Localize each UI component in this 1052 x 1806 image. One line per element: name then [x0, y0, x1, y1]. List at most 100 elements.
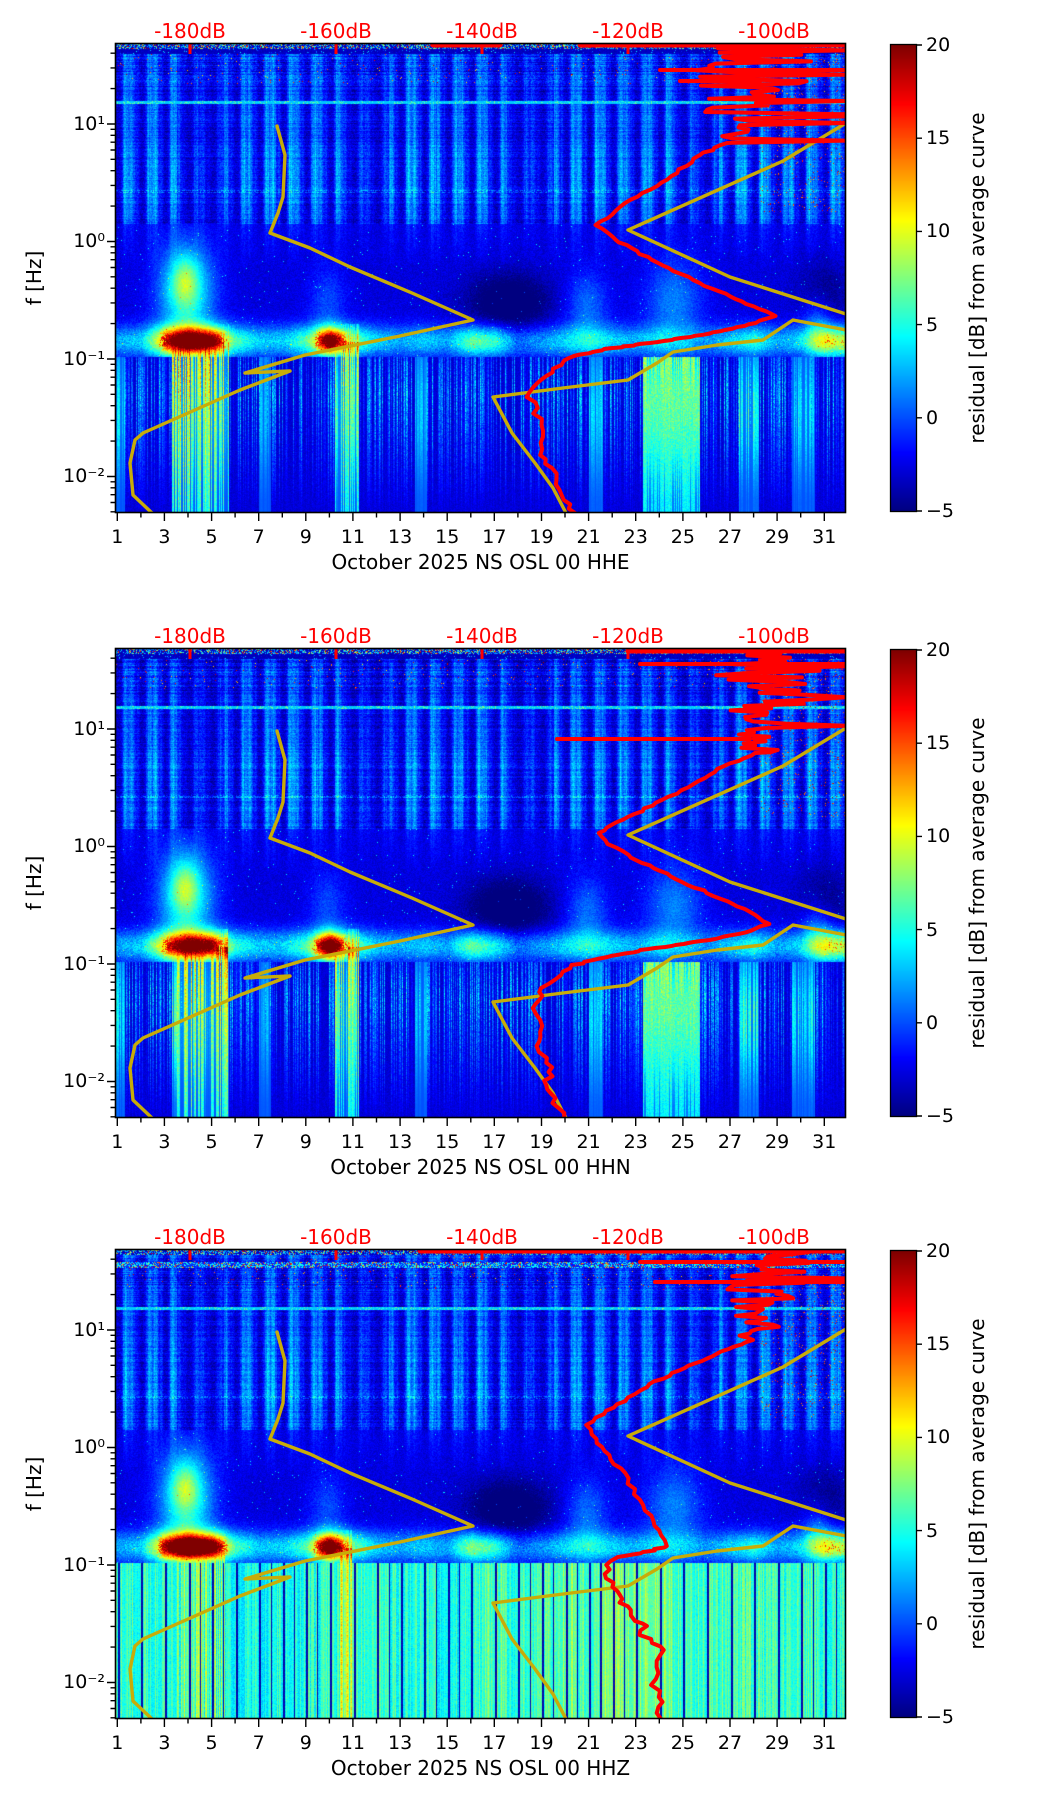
xlabel-hhe: October 2025 NS OSL 00 HHE	[331, 550, 630, 574]
x-tick-label: 25	[670, 526, 695, 548]
colorbar-tick-label: 0	[926, 1011, 939, 1034]
top-axis-tick-label: -100dB	[738, 624, 810, 648]
colorbar-tick-label: 20	[926, 1240, 951, 1262]
x-tick-label: 5	[205, 526, 218, 548]
x-tick-label: 29	[765, 526, 790, 548]
x-tick-label: 31	[812, 1131, 837, 1153]
y-tick-label: 10¹	[73, 112, 105, 135]
x-tick-label: 11	[340, 526, 366, 548]
top-axis-tick-label: -140dB	[446, 624, 518, 648]
x-tick-label: 19	[529, 526, 554, 548]
xlabel-hhn: October 2025 NS OSL 00 HHN	[330, 1155, 631, 1179]
x-tick-label: 15	[435, 526, 460, 548]
colorbar-tick-label: 10	[926, 220, 951, 243]
x-tick-label: 3	[158, 1732, 171, 1754]
colorbar-tick-label: 15	[926, 1333, 951, 1356]
x-tick-label: 13	[387, 1131, 413, 1153]
top-axis-tick-label: -160dB	[300, 19, 372, 43]
colorbar-tick-label: 10	[926, 1426, 951, 1449]
y-tick-label: 10⁻²	[63, 1671, 105, 1694]
x-tick-label: 1	[111, 526, 124, 548]
top-axis-tick-label: -180dB	[154, 624, 226, 648]
colorbar-tick-label: 5	[926, 918, 939, 941]
x-tick-label: 27	[717, 526, 743, 548]
x-tick-label: 23	[623, 1131, 648, 1153]
x-tick-label: 17	[482, 1131, 507, 1153]
top-axis-tick-label: -120dB	[592, 19, 664, 43]
x-tick-label: 25	[670, 1732, 695, 1754]
colorbar-tick-label: −5	[926, 500, 955, 522]
x-tick-label: 3	[158, 526, 171, 548]
colorbar-tick-label: 0	[926, 1612, 939, 1635]
x-tick-label: 1	[111, 1131, 124, 1153]
colorbar-canvas-hhe	[891, 45, 916, 511]
x-tick-label: 21	[576, 1131, 601, 1153]
y-tick-label: 10⁻¹	[63, 952, 105, 975]
x-tick-label: 5	[205, 1732, 218, 1754]
colorbar-tick-label: −5	[926, 1105, 955, 1127]
colorbar-tick-label: 0	[926, 406, 939, 429]
ylabel-hhz: f [Hz]	[22, 1456, 46, 1512]
ylabel-hhn: f [Hz]	[22, 855, 46, 911]
x-tick-label: 9	[299, 526, 312, 548]
x-tick-label: 13	[387, 1732, 413, 1754]
x-tick-label: 7	[252, 526, 265, 548]
spectrogram-canvas-hhz	[115, 1249, 846, 1719]
x-tick-label: 31	[812, 1732, 837, 1754]
colorbar-tick-label: −5	[926, 1706, 955, 1728]
y-tick-label: 10⁰	[73, 230, 105, 253]
x-tick-label: 29	[765, 1732, 790, 1754]
colorbar-tick-label: 20	[926, 34, 951, 56]
colorbar-tick-label: 15	[926, 732, 951, 755]
top-axis-tick-label: -120dB	[592, 1225, 664, 1249]
top-axis-tick-label: -140dB	[446, 1225, 518, 1249]
x-tick-label: 29	[765, 1131, 790, 1153]
colorbar-tick-label: 10	[926, 825, 951, 848]
x-tick-label: 15	[435, 1131, 460, 1153]
top-axis-tick-label: -180dB	[154, 1225, 226, 1249]
x-tick-label: 27	[717, 1732, 743, 1754]
y-tick-label: 10¹	[73, 1318, 105, 1341]
y-tick-label: 10⁻²	[63, 1070, 105, 1093]
colorbar-tick-label: 20	[926, 639, 951, 661]
y-tick-label: 10⁰	[73, 1436, 105, 1459]
x-tick-label: 17	[482, 526, 507, 548]
x-tick-label: 21	[576, 1732, 601, 1754]
y-tick-label: 10⁻¹	[63, 347, 105, 370]
spectrogram-canvas-hhe	[115, 43, 846, 513]
x-tick-label: 17	[482, 1732, 507, 1754]
x-tick-label: 15	[435, 1732, 460, 1754]
y-tick-label: 10¹	[73, 717, 105, 740]
x-tick-label: 13	[387, 526, 413, 548]
x-tick-label: 19	[529, 1131, 554, 1153]
x-tick-label: 23	[623, 526, 648, 548]
colorbar-label-hhe: residual [dB] from average curve	[965, 112, 989, 444]
colorbar-tick-label: 15	[926, 127, 951, 150]
top-axis-tick-label: -100dB	[738, 19, 810, 43]
top-axis-tick-label: -180dB	[154, 19, 226, 43]
x-tick-label: 27	[717, 1131, 743, 1153]
x-tick-label: 11	[340, 1732, 366, 1754]
x-tick-label: 1	[111, 1732, 124, 1754]
x-tick-label: 9	[299, 1131, 312, 1153]
colorbar-label-hhz: residual [dB] from average curve	[965, 1318, 989, 1650]
colorbar-label-hhn: residual [dB] from average curve	[965, 717, 989, 1049]
x-tick-label: 23	[623, 1732, 648, 1754]
colorbar-tick-label: 5	[926, 313, 939, 336]
x-tick-label: 5	[205, 1131, 218, 1153]
top-axis-tick-label: -100dB	[738, 1225, 810, 1249]
top-axis-tick-label: -160dB	[300, 1225, 372, 1249]
colorbar-tick-label: 5	[926, 1519, 939, 1542]
top-axis-tick-label: -160dB	[300, 624, 372, 648]
colorbar-canvas-hhz	[891, 1251, 916, 1717]
top-axis-tick-label: -140dB	[446, 19, 518, 43]
x-tick-label: 3	[158, 1131, 171, 1153]
x-tick-label: 21	[576, 526, 601, 548]
x-tick-label: 31	[812, 526, 837, 548]
ylabel-hhe: f [Hz]	[22, 250, 46, 306]
x-tick-label: 19	[529, 1732, 554, 1754]
y-tick-label: 10⁰	[73, 835, 105, 858]
xlabel-hhz: October 2025 NS OSL 00 HHZ	[330, 1756, 631, 1780]
y-tick-label: 10⁻²	[63, 465, 105, 488]
y-tick-label: 10⁻¹	[63, 1553, 105, 1576]
